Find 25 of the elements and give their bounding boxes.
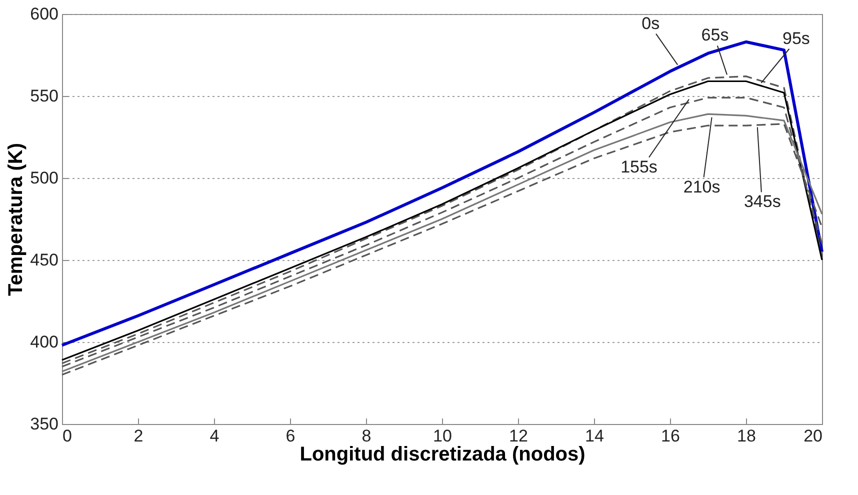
annotation: 95s xyxy=(782,28,810,48)
y-tick-label: 400 xyxy=(30,332,58,352)
x-tick-label: 8 xyxy=(362,426,372,446)
x-tick-label: 16 xyxy=(661,426,680,446)
x-tick-label: 2 xyxy=(134,426,144,446)
annotation: 0s xyxy=(642,14,660,33)
x-tick-label: 12 xyxy=(509,426,528,446)
x-axis-title: Longitud discretizada (nodos) xyxy=(300,444,586,466)
y-tick-label: 550 xyxy=(30,86,58,106)
x-tick-label: 18 xyxy=(737,426,756,446)
x-tick-label: 0 xyxy=(62,426,72,446)
annotation: 65s xyxy=(701,26,729,45)
y-tick-label: 500 xyxy=(30,168,58,188)
x-tick-label: 10 xyxy=(433,426,452,446)
y-tick-label: 600 xyxy=(30,4,58,24)
y-tick-label: 450 xyxy=(30,250,58,270)
x-tick-label: 20 xyxy=(804,426,822,446)
annotation: 345s xyxy=(744,192,781,212)
annotation: 155s xyxy=(620,157,658,176)
x-tick-label: 14 xyxy=(585,426,604,446)
y-axis-title: Temperatura (K) xyxy=(5,143,28,296)
x-tick-label: 4 xyxy=(210,426,220,446)
x-tick-label: 6 xyxy=(286,426,296,446)
annotation: 210s xyxy=(683,177,720,196)
y-tick-label: 350 xyxy=(30,414,58,434)
